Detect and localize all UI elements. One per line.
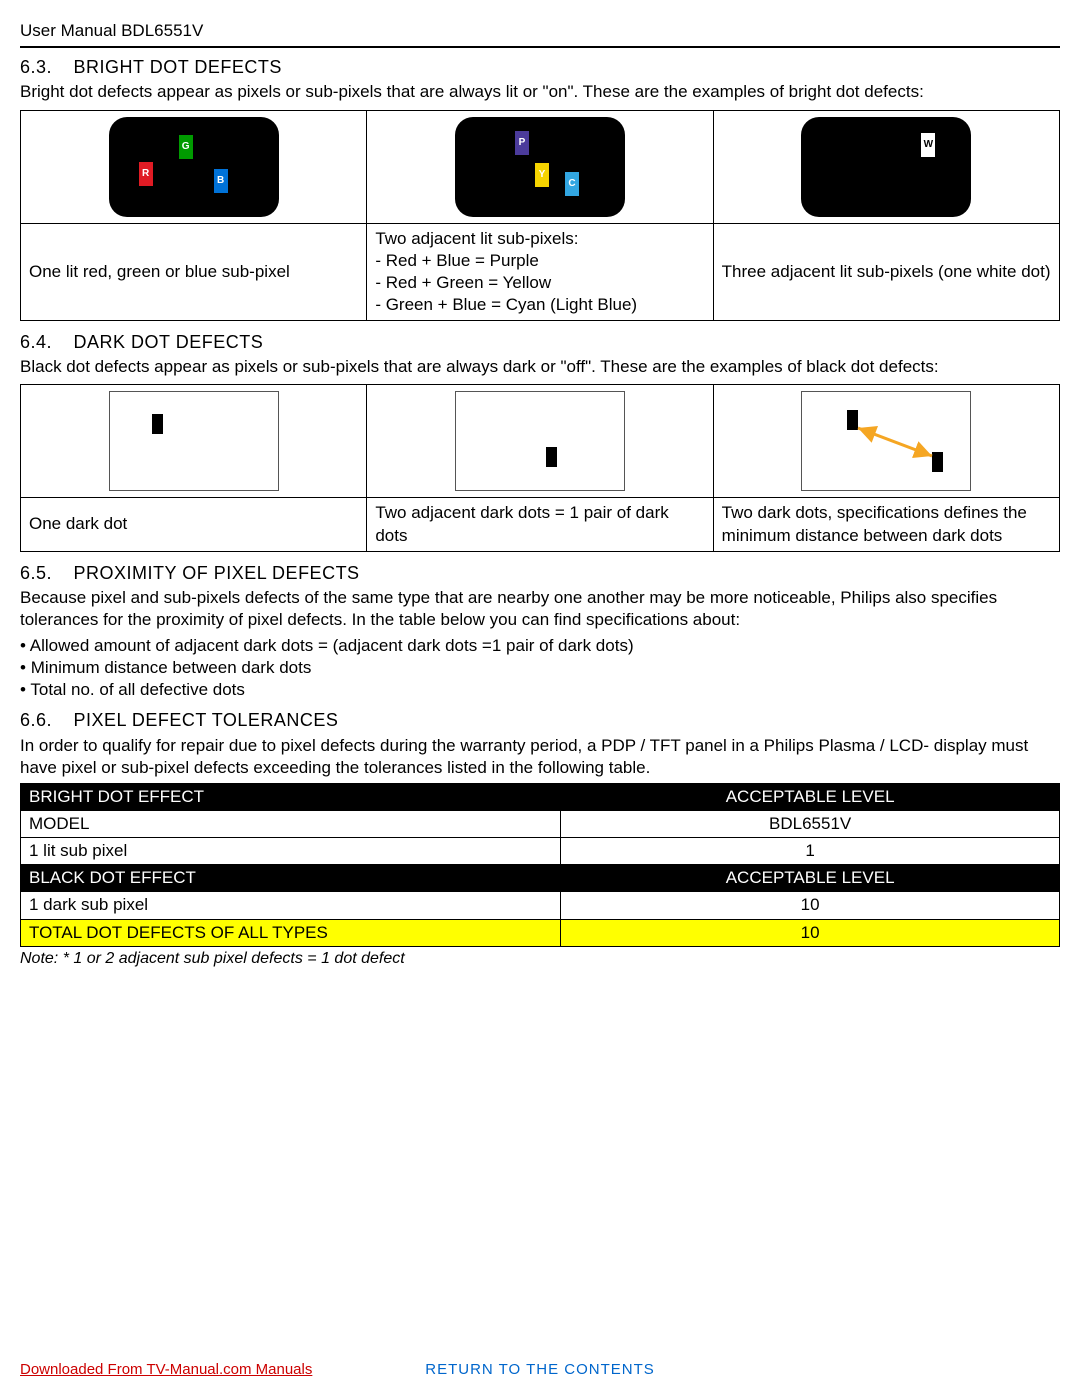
bright-caption-0: One lit red, green or blue sub-pixel	[21, 223, 367, 320]
table-cell: TOTAL DOT DEFECTS OF ALL TYPES	[21, 919, 561, 946]
table-cell: ACCEPTABLE LEVEL	[561, 865, 1060, 892]
subpixel-icon: P	[515, 131, 529, 155]
page-footer: Downloaded From TV-Manual.com Manuals RE…	[20, 1360, 1060, 1380]
table-row	[21, 385, 1060, 498]
table-row: One dark dot Two adjacent dark dots = 1 …	[21, 498, 1060, 551]
table-cell: 1	[561, 838, 1060, 865]
table-row: 1 dark sub pixel10	[21, 892, 1060, 919]
section-title: PIXEL DEFECT TOLERANCES	[74, 710, 339, 730]
subpixel-icon: W	[921, 133, 935, 157]
section-title: BRIGHT DOT DEFECTS	[74, 57, 282, 77]
dark-caption-1: Two adjacent dark dots = 1 pair of dark …	[367, 498, 713, 551]
distance-arrow-icon	[802, 392, 972, 492]
bright-screen-cell-1: PYC	[367, 110, 713, 223]
dark-dot-icon	[152, 414, 163, 434]
table-cell: MODEL	[21, 811, 561, 838]
dark-screen-cell-1	[367, 385, 713, 498]
subpixel-icon: Y	[535, 163, 549, 187]
subpixel-icon: B	[214, 169, 228, 193]
section-body-63: Bright dot defects appear as pixels or s…	[20, 81, 1060, 103]
dark-caption-2: Two dark dots, specifications defines th…	[713, 498, 1059, 551]
tolerance-table: BRIGHT DOT EFFECTACCEPTABLE LEVELMODELBD…	[20, 783, 1060, 947]
section-body-66: In order to qualify for repair due to pi…	[20, 735, 1060, 779]
table-row: MODELBDL6551V	[21, 811, 1060, 838]
table-row: TOTAL DOT DEFECTS OF ALL TYPES10	[21, 919, 1060, 946]
page-header: User Manual BDL6551V	[20, 20, 1060, 48]
section-title: DARK DOT DEFECTS	[74, 332, 264, 352]
table-cell: ACCEPTABLE LEVEL	[561, 784, 1060, 811]
section-title: PROXIMITY OF PIXEL DEFECTS	[74, 563, 360, 583]
bright-caption-1: Two adjacent lit sub-pixels:- Red + Blue…	[367, 223, 713, 320]
table-cell: BLACK DOT EFFECT	[21, 865, 561, 892]
section-heading-65: 6.5. PROXIMITY OF PIXEL DEFECTS	[20, 562, 1060, 585]
section-body-64: Black dot defects appear as pixels or su…	[20, 356, 1060, 378]
return-contents-link[interactable]: RETURN TO THE CONTENTS	[425, 1360, 655, 1380]
table-cell: BDL6551V	[561, 811, 1060, 838]
table-cell: 10	[561, 919, 1060, 946]
table-cell: 10	[561, 892, 1060, 919]
proximity-list: Allowed amount of adjacent dark dots = (…	[20, 635, 1060, 701]
dark-defect-table: One dark dot Two adjacent dark dots = 1 …	[20, 384, 1060, 551]
section-heading-66: 6.6. PIXEL DEFECT TOLERANCES	[20, 709, 1060, 732]
table-cell: 1 dark sub pixel	[21, 892, 561, 919]
bright-caption-2: Three adjacent lit sub-pixels (one white…	[713, 223, 1059, 320]
table-row: BRIGHT DOT EFFECTACCEPTABLE LEVEL	[21, 784, 1060, 811]
dark-caption-0: One dark dot	[21, 498, 367, 551]
section-num: 6.4.	[20, 331, 68, 354]
list-item: Allowed amount of adjacent dark dots = (…	[20, 635, 1060, 657]
table-row: 1 lit sub pixel1	[21, 838, 1060, 865]
table-cell: 1 lit sub pixel	[21, 838, 561, 865]
table-row: BLACK DOT EFFECTACCEPTABLE LEVEL	[21, 865, 1060, 892]
section-num: 6.3.	[20, 56, 68, 79]
table-row: R GB PYC W	[21, 110, 1060, 223]
section-num: 6.6.	[20, 709, 68, 732]
subpixel-icon: G	[179, 135, 193, 159]
download-link[interactable]: Downloaded From TV-Manual.com Manuals	[20, 1361, 312, 1378]
section-num: 6.5.	[20, 562, 68, 585]
bright-screen-cell-2: W	[713, 110, 1059, 223]
bright-screen-cell-0: R GB	[21, 110, 367, 223]
tolerance-note: Note: * 1 or 2 adjacent sub pixel defect…	[20, 949, 1060, 970]
bright-defect-table: R GB PYC W One lit red, green or blue sub…	[20, 110, 1060, 321]
list-item: Minimum distance between dark dots	[20, 657, 1060, 679]
list-item: Total no. of all defective dots	[20, 679, 1060, 701]
section-heading-64: 6.4. DARK DOT DEFECTS	[20, 331, 1060, 354]
section-body-65: Because pixel and sub-pixels defects of …	[20, 587, 1060, 631]
section-heading-63: 6.3. BRIGHT DOT DEFECTS	[20, 56, 1060, 79]
subpixel-icon: C	[565, 172, 579, 196]
table-row: One lit red, green or blue sub-pixel Two…	[21, 223, 1060, 320]
table-cell: BRIGHT DOT EFFECT	[21, 784, 561, 811]
subpixel-icon: R	[139, 162, 153, 186]
dark-screen-cell-2	[713, 385, 1059, 498]
dark-screen-cell-0	[21, 385, 367, 498]
dark-dot-icon	[546, 447, 557, 467]
